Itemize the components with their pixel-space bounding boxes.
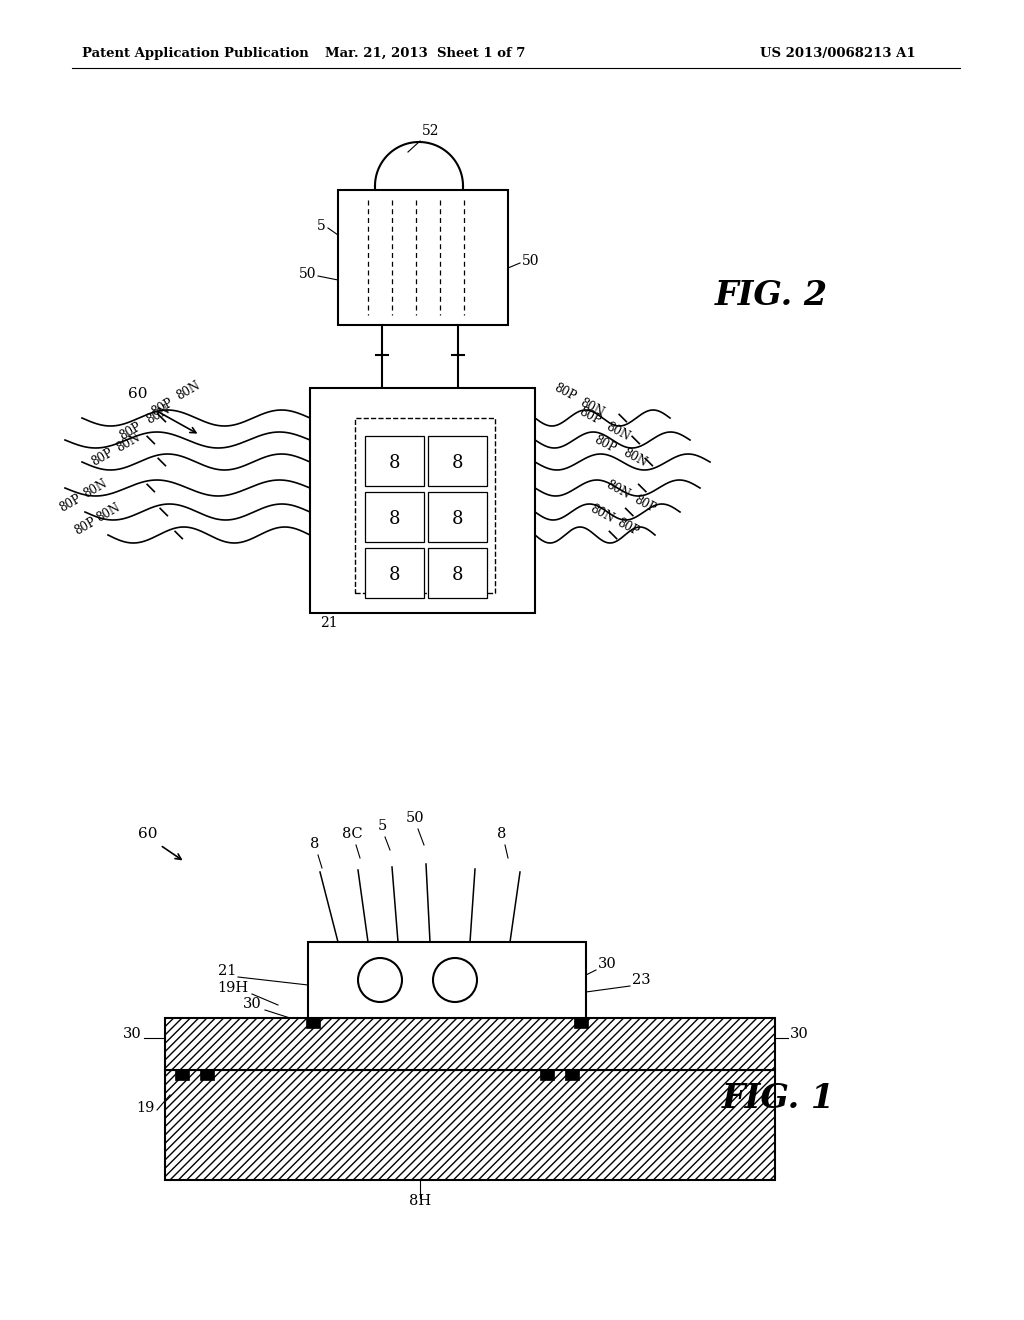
- FancyBboxPatch shape: [365, 492, 424, 543]
- Text: 30: 30: [790, 1027, 809, 1041]
- Text: 52: 52: [422, 124, 439, 139]
- Text: 5: 5: [378, 818, 387, 833]
- Text: US 2013/0068213 A1: US 2013/0068213 A1: [760, 46, 915, 59]
- Bar: [540, 1071, 554, 1080]
- Text: 8: 8: [452, 454, 463, 473]
- Text: 8: 8: [452, 510, 463, 528]
- Text: 80P: 80P: [57, 492, 83, 515]
- Text: 21: 21: [319, 616, 338, 630]
- Circle shape: [433, 958, 477, 1002]
- FancyBboxPatch shape: [365, 548, 424, 598]
- Text: 19H: 19H: [217, 981, 248, 995]
- FancyBboxPatch shape: [428, 548, 487, 598]
- Text: 8: 8: [452, 566, 463, 583]
- Bar: [306, 1018, 319, 1028]
- Text: 50: 50: [406, 810, 424, 825]
- Text: Mar. 21, 2013  Sheet 1 of 7: Mar. 21, 2013 Sheet 1 of 7: [325, 46, 525, 59]
- Text: 50: 50: [522, 253, 540, 268]
- Text: 60: 60: [138, 828, 158, 841]
- Text: 8C: 8C: [342, 828, 362, 841]
- Bar: [165, 1018, 775, 1071]
- Text: 80P: 80P: [577, 405, 603, 426]
- Bar: [308, 942, 586, 1018]
- Text: 30: 30: [123, 1027, 142, 1041]
- Bar: [565, 1071, 579, 1080]
- Bar: [165, 1071, 775, 1180]
- Text: 8: 8: [389, 510, 400, 528]
- Text: 8H: 8H: [409, 1195, 431, 1208]
- Text: 80P: 80P: [592, 433, 618, 455]
- Text: 80P: 80P: [148, 396, 175, 418]
- Text: 60: 60: [128, 387, 147, 401]
- Text: 80P: 80P: [614, 516, 641, 539]
- Circle shape: [358, 958, 402, 1002]
- Text: 8: 8: [389, 566, 400, 583]
- Bar: [310, 388, 535, 612]
- Text: FIG. 1: FIG. 1: [722, 1082, 836, 1115]
- Bar: [165, 1018, 775, 1071]
- Bar: [200, 1071, 214, 1080]
- Text: 80P: 80P: [89, 446, 115, 469]
- Text: 80N: 80N: [621, 446, 649, 469]
- Text: 80P: 80P: [552, 381, 579, 403]
- Text: 80N: 80N: [588, 502, 616, 525]
- Text: 21: 21: [218, 964, 236, 978]
- Text: 80N: 80N: [604, 420, 632, 444]
- Text: 80N: 80N: [604, 478, 632, 502]
- Text: 80N: 80N: [94, 502, 122, 525]
- Bar: [165, 1071, 775, 1180]
- Text: Patent Application Publication: Patent Application Publication: [82, 46, 309, 59]
- Text: 30: 30: [598, 957, 616, 972]
- FancyBboxPatch shape: [365, 436, 424, 486]
- Text: 23: 23: [632, 973, 650, 987]
- Text: 80N: 80N: [143, 403, 172, 426]
- FancyBboxPatch shape: [428, 436, 487, 486]
- Bar: [175, 1071, 189, 1080]
- Text: 80N: 80N: [174, 379, 202, 403]
- Text: 80P: 80P: [632, 492, 658, 515]
- Text: 80P: 80P: [117, 420, 143, 444]
- Text: 8: 8: [389, 454, 400, 473]
- Text: 5: 5: [317, 219, 326, 234]
- Text: 80P: 80P: [72, 515, 98, 539]
- Bar: [338, 190, 508, 325]
- Text: FIG. 2: FIG. 2: [715, 279, 828, 312]
- Bar: [574, 1018, 588, 1028]
- Text: 80N: 80N: [81, 477, 110, 502]
- Text: 50: 50: [299, 267, 316, 281]
- Bar: [355, 418, 495, 593]
- Text: 80N: 80N: [114, 432, 142, 455]
- Text: 80N: 80N: [578, 396, 606, 418]
- Text: 8: 8: [310, 837, 319, 851]
- Text: 30: 30: [244, 997, 262, 1011]
- Text: 19: 19: [136, 1101, 155, 1115]
- FancyBboxPatch shape: [428, 492, 487, 543]
- Text: 8: 8: [498, 828, 507, 841]
